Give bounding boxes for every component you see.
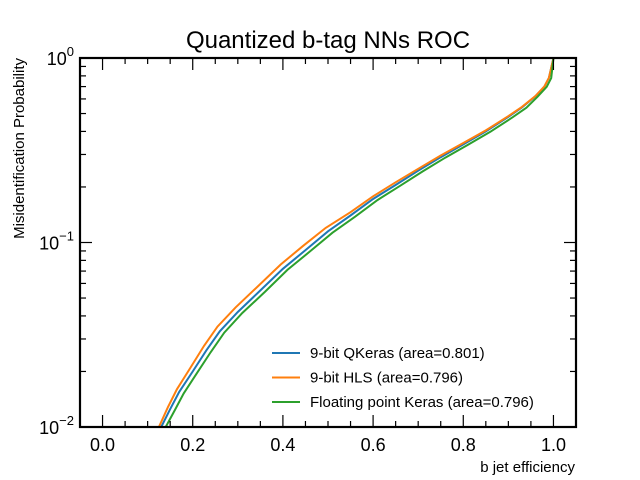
y-tick-label: 10−1	[39, 229, 74, 254]
legend-label: 9-bit HLS (area=0.796)	[310, 370, 463, 387]
y-tick-label: 100	[47, 44, 74, 69]
y-axis-label: Misidentification Probability	[11, 58, 28, 239]
series-line	[164, 57, 555, 428]
legend-label: 9-bit QKeras (area=0.801)	[310, 345, 485, 362]
x-tick-label: 0.6	[361, 435, 386, 455]
series-layer	[157, 57, 555, 428]
legend: 9-bit QKeras (area=0.801) 9-bit HLS (area…	[272, 345, 534, 411]
y-tick-label: 10−2	[39, 413, 74, 438]
x-tick-label: 1.0	[541, 435, 566, 455]
chart-title: Quantized b-tag NNs ROC	[186, 27, 470, 54]
legend-label: Floating point Keras (area=0.796)	[310, 394, 534, 411]
series-line	[157, 57, 555, 428]
tick-layer: 0.0 0.2 0.4 0.6 0.8 1.0 100 10−1 10−2	[39, 44, 577, 455]
x-tick-label: 0.0	[90, 435, 115, 455]
x-tick-label: 0.2	[180, 435, 205, 455]
x-axis-label: b jet efficiency	[480, 459, 575, 476]
x-tick-label: 0.8	[451, 435, 476, 455]
x-tick-label: 0.4	[270, 435, 295, 455]
